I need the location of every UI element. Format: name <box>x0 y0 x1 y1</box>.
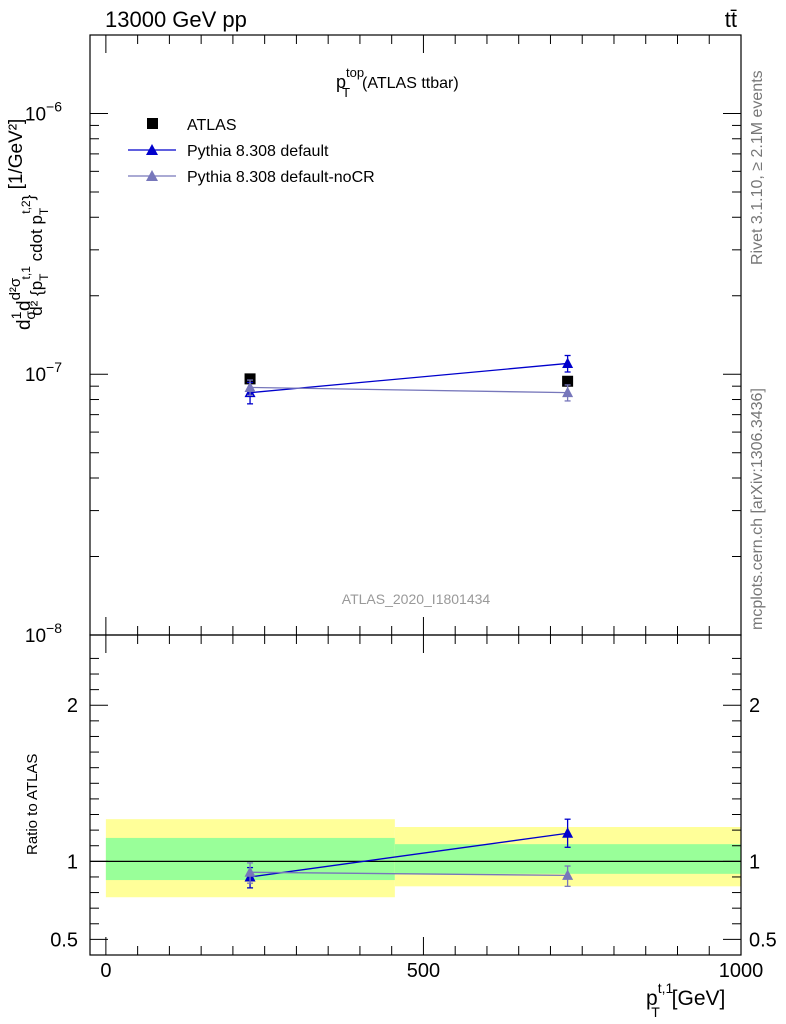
source-label: mcplots.cern.ch [arXiv:1306.3436] <box>749 388 766 630</box>
main-series-layer <box>244 354 574 405</box>
main-plot-panel: 10−8 10−7 10−6 ptop T (ATLAS ttbar) ATLAS_20… <box>6 34 742 647</box>
process-label: tt̄ <box>725 7 737 32</box>
ratio-y-tick-label-right: 0.5 <box>749 929 777 951</box>
ratio-uncertainty-bands <box>105 819 741 898</box>
main-series-line <box>250 386 568 394</box>
main-y-axis-label: d1σdd²σ d² {pTt,1 cdot pTt,2} [1/GeV²] <box>6 119 51 330</box>
plot-title-base: p <box>336 72 346 92</box>
x-tick-label: 0 <box>100 960 111 982</box>
x-tick-label: 1000 <box>719 960 764 982</box>
ratio-ticks: 0.5 0.5 1 1 2 2 0 500 1000 <box>50 635 777 982</box>
rivet-label: Rivet 3.1.10, ≥ 2.1M events <box>749 70 766 265</box>
plot-title: ptop T (ATLAS ttbar) <box>336 65 459 100</box>
ratio-y-axis-label: Ratio to ATLAS <box>24 754 41 855</box>
x-tick-label: 500 <box>407 960 440 982</box>
main-data-point <box>562 386 574 398</box>
ratio-plot-frame <box>89 634 742 956</box>
ratio-series-line <box>250 871 568 877</box>
legend: ATLAS Pythia 8.308 default Pythia 8.308 … <box>128 117 375 186</box>
ratio-y-tick-label-left: 1 <box>67 851 78 873</box>
legend-marker-default <box>146 144 158 155</box>
main-data-point <box>562 357 574 368</box>
main-y-tick-label: 10−8 <box>25 620 62 647</box>
legend-marker-nocr <box>146 170 158 181</box>
ratio-plot-panel: 0.5 0.5 1 1 2 2 0 500 1000 Ratio to ATLAS pt,1 T … <box>24 634 777 1020</box>
analysis-watermark: ATLAS_2020_I1801434 <box>342 591 491 607</box>
legend-label-nocr: Pythia 8.308 default-noCR <box>187 169 375 186</box>
ratio-y-tick-label-right: 2 <box>749 695 760 717</box>
ratio-y-tick-label-left: 2 <box>67 695 78 717</box>
main-y-tick-label: 10−7 <box>25 359 62 386</box>
plot-title-sup: top <box>346 65 364 80</box>
legend-marker-atlas <box>147 118 158 129</box>
main-data-point <box>244 381 256 392</box>
ratio-data-point <box>562 869 574 880</box>
main-data-point <box>244 373 256 385</box>
ratio-y-tick-label-right: 1 <box>749 851 760 873</box>
ratio-series-line <box>249 832 568 878</box>
x-axis-label: pt,1 T [GeV] <box>646 980 725 1020</box>
ratio-data-point <box>244 866 256 877</box>
main-y-ticks: 10−8 10−7 10−6 <box>25 34 742 647</box>
main-data-point <box>562 375 574 387</box>
energy-label: 13000 GeV pp <box>105 7 247 32</box>
plot-title-rest: (ATLAS ttbar) <box>362 75 459 92</box>
ratio-y-tick-label-left: 0.5 <box>50 929 78 951</box>
ratio-series-layer <box>244 818 574 889</box>
plot-title-sub: T <box>342 85 350 100</box>
legend-label-default: Pythia 8.308 default <box>187 143 329 160</box>
main-y-tick-label: 10−6 <box>25 98 62 125</box>
legend-label-atlas: ATLAS <box>187 117 237 134</box>
ratio-data-point <box>562 827 574 838</box>
